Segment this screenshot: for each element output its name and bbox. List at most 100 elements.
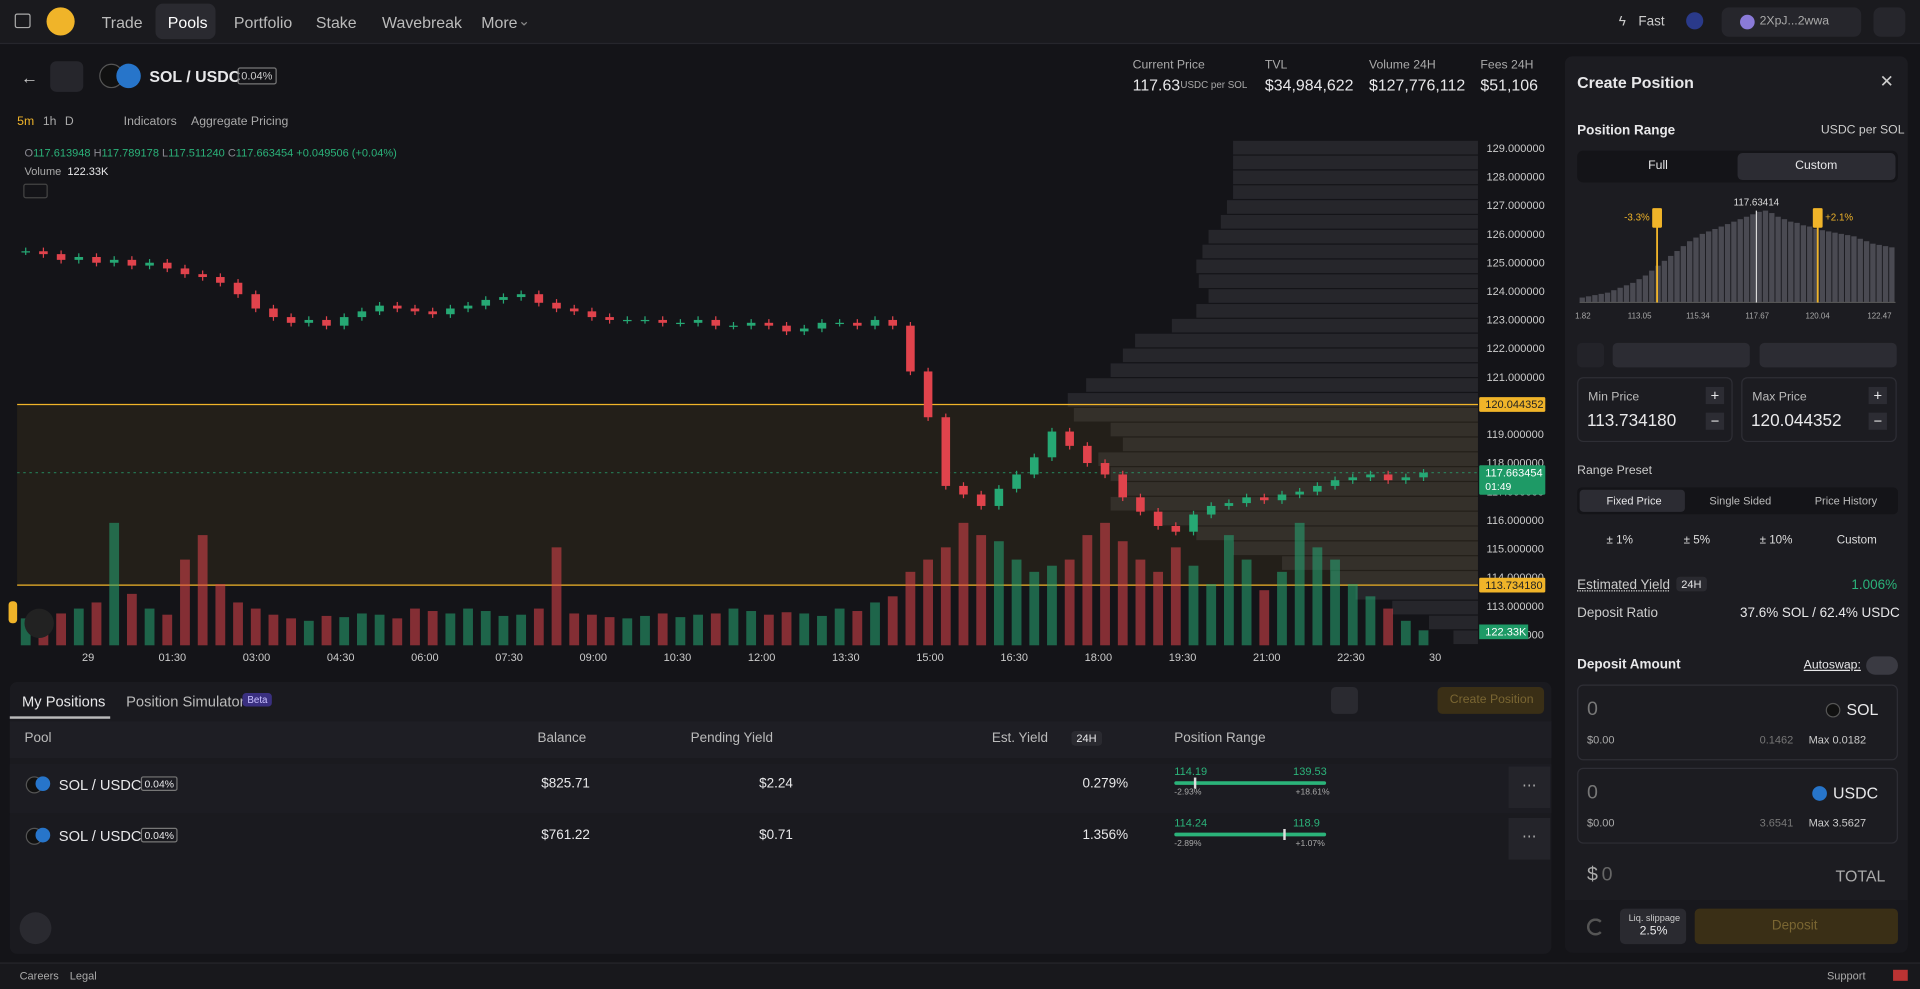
back[interactable]: ← <box>20 67 38 87</box>
volume-bar <box>427 611 438 646</box>
header: Balance <box>537 731 587 746</box>
amount[interactable]: 0 <box>1586 699 1598 721</box>
nav-item[interactable]: More <box>481 13 518 32</box>
preset[interactable]: Fixed Price <box>1606 494 1662 507</box>
min-price[interactable]: 113.734180 <box>1586 410 1677 430</box>
interval[interactable]: D <box>64 115 74 129</box>
ohlc-key: C <box>227 146 236 160</box>
minus[interactable]: − <box>1868 412 1887 430</box>
plus[interactable]: + <box>1705 386 1725 405</box>
x-tick-label: 06:00 <box>411 652 439 664</box>
logo[interactable] <box>46 7 75 36</box>
profile-bar <box>1110 422 1478 437</box>
max-input[interactable] <box>1741 377 1897 443</box>
filter[interactable] <box>1331 686 1358 714</box>
pct[interactable]: Custom <box>1836 533 1877 548</box>
amount[interactable]: 0 <box>1586 782 1598 804</box>
max-price[interactable]: 120.044352 <box>1751 410 1842 430</box>
autoswap-toggle[interactable] <box>1866 656 1898 675</box>
usdc-input[interactable] <box>1577 767 1898 844</box>
nav-item[interactable]: Trade <box>101 13 143 32</box>
range-handle[interactable] <box>8 601 18 624</box>
y-tick-label: 115.000000 <box>1487 544 1544 556</box>
create-position-button[interactable] <box>1437 686 1545 714</box>
sol-input[interactable] <box>1577 684 1898 761</box>
profile-bar <box>1122 437 1478 452</box>
unit-toggle[interactable]: USDC per SOL <box>1820 123 1905 138</box>
pct[interactable]: ± 1% <box>1606 533 1633 548</box>
candle-body <box>888 319 898 326</box>
deposit-button[interactable] <box>1694 908 1898 945</box>
reset[interactable] <box>1577 342 1605 368</box>
create-position[interactable]: Create Position <box>1449 693 1534 707</box>
close[interactable]: ✕ <box>1879 71 1894 91</box>
plus[interactable]: + <box>1868 386 1887 405</box>
zoom-out[interactable] <box>1612 342 1750 368</box>
footer-link[interactable]: Careers <box>19 969 59 983</box>
mode[interactable]: Custom <box>1795 159 1838 173</box>
liquidity-bar <box>1882 246 1889 303</box>
volume-marker <box>1479 624 1529 640</box>
header: Pool <box>24 731 52 746</box>
slippage-box[interactable] <box>1620 908 1687 945</box>
table-header <box>9 721 1552 758</box>
ohlc-value: 117.613948 <box>33 146 91 160</box>
preset[interactable]: Price History <box>1814 494 1878 507</box>
stat-label: TVL <box>1264 58 1288 73</box>
tab[interactable]: Position Simulator <box>126 693 245 711</box>
period[interactable]: 24H <box>1071 731 1102 746</box>
range-lo-pct: -2.89% <box>1174 840 1202 849</box>
candle-body <box>1065 431 1074 446</box>
interval[interactable]: 5m <box>17 115 35 129</box>
volume-bar <box>321 615 332 646</box>
row-menu[interactable]: ⋯ <box>1508 766 1551 809</box>
max[interactable]: Max 3.5627 <box>1808 816 1867 829</box>
profile-bar <box>1233 170 1478 185</box>
liquidity-bar <box>1579 297 1585 303</box>
candle-body <box>1189 514 1198 532</box>
max[interactable]: Max 0.0182 <box>1808 733 1867 746</box>
price-marker <box>1479 577 1546 593</box>
nav-item[interactable]: Wavebreak <box>382 13 462 32</box>
indicators[interactable]: Indicators <box>123 115 177 129</box>
nav-item[interactable]: Stake <box>315 13 357 32</box>
y-tick-label: 116.000000 <box>1487 515 1544 527</box>
min-input[interactable] <box>1577 377 1733 443</box>
collapse[interactable] <box>23 183 48 199</box>
support[interactable]: Support <box>1826 969 1866 983</box>
network[interactable] <box>1686 12 1704 30</box>
pct[interactable]: ± 5% <box>1683 533 1711 548</box>
pct[interactable]: ± 10% <box>1759 533 1793 548</box>
interval[interactable]: 1h <box>42 115 57 129</box>
deposit[interactable]: Deposit <box>1771 918 1818 934</box>
nav-item[interactable]: Pools <box>167 13 208 32</box>
tab[interactable]: My Positions <box>22 693 106 711</box>
minus[interactable]: − <box>1705 412 1725 430</box>
search[interactable] <box>50 61 84 92</box>
nav-item[interactable]: Portfolio <box>233 13 293 32</box>
candle-body <box>552 302 561 309</box>
candle-body <box>516 294 526 298</box>
fast[interactable]: Fast <box>1638 14 1665 30</box>
profile-bar <box>1428 615 1478 630</box>
pool: SOL / USDC <box>58 776 142 794</box>
range-marker <box>1283 828 1286 841</box>
candle-body <box>835 322 844 325</box>
volume-bar <box>657 613 668 646</box>
zoom-in[interactable] <box>1759 342 1897 368</box>
sidebar-toggle[interactable] <box>14 13 31 29</box>
mode[interactable]: Full <box>1648 159 1668 173</box>
x-tick-label: 10:30 <box>664 652 692 664</box>
preset[interactable]: Single Sided <box>1709 494 1772 507</box>
row-menu[interactable]: ⋯ <box>1508 817 1551 860</box>
footer-link[interactable]: Legal <box>69 969 97 983</box>
y-tick-label: 126.000000 <box>1487 229 1545 241</box>
yield-period[interactable]: 24H <box>1676 576 1707 592</box>
volume-bar <box>993 541 1004 646</box>
chat[interactable] <box>19 912 52 945</box>
liquidity-bar <box>1769 213 1775 303</box>
stat-label: Volume 24H <box>1368 58 1436 73</box>
autoswap: Autoswap: <box>1803 658 1861 673</box>
aggregate[interactable]: Aggregate Pricing <box>191 115 289 129</box>
inbox[interactable] <box>1873 7 1906 37</box>
